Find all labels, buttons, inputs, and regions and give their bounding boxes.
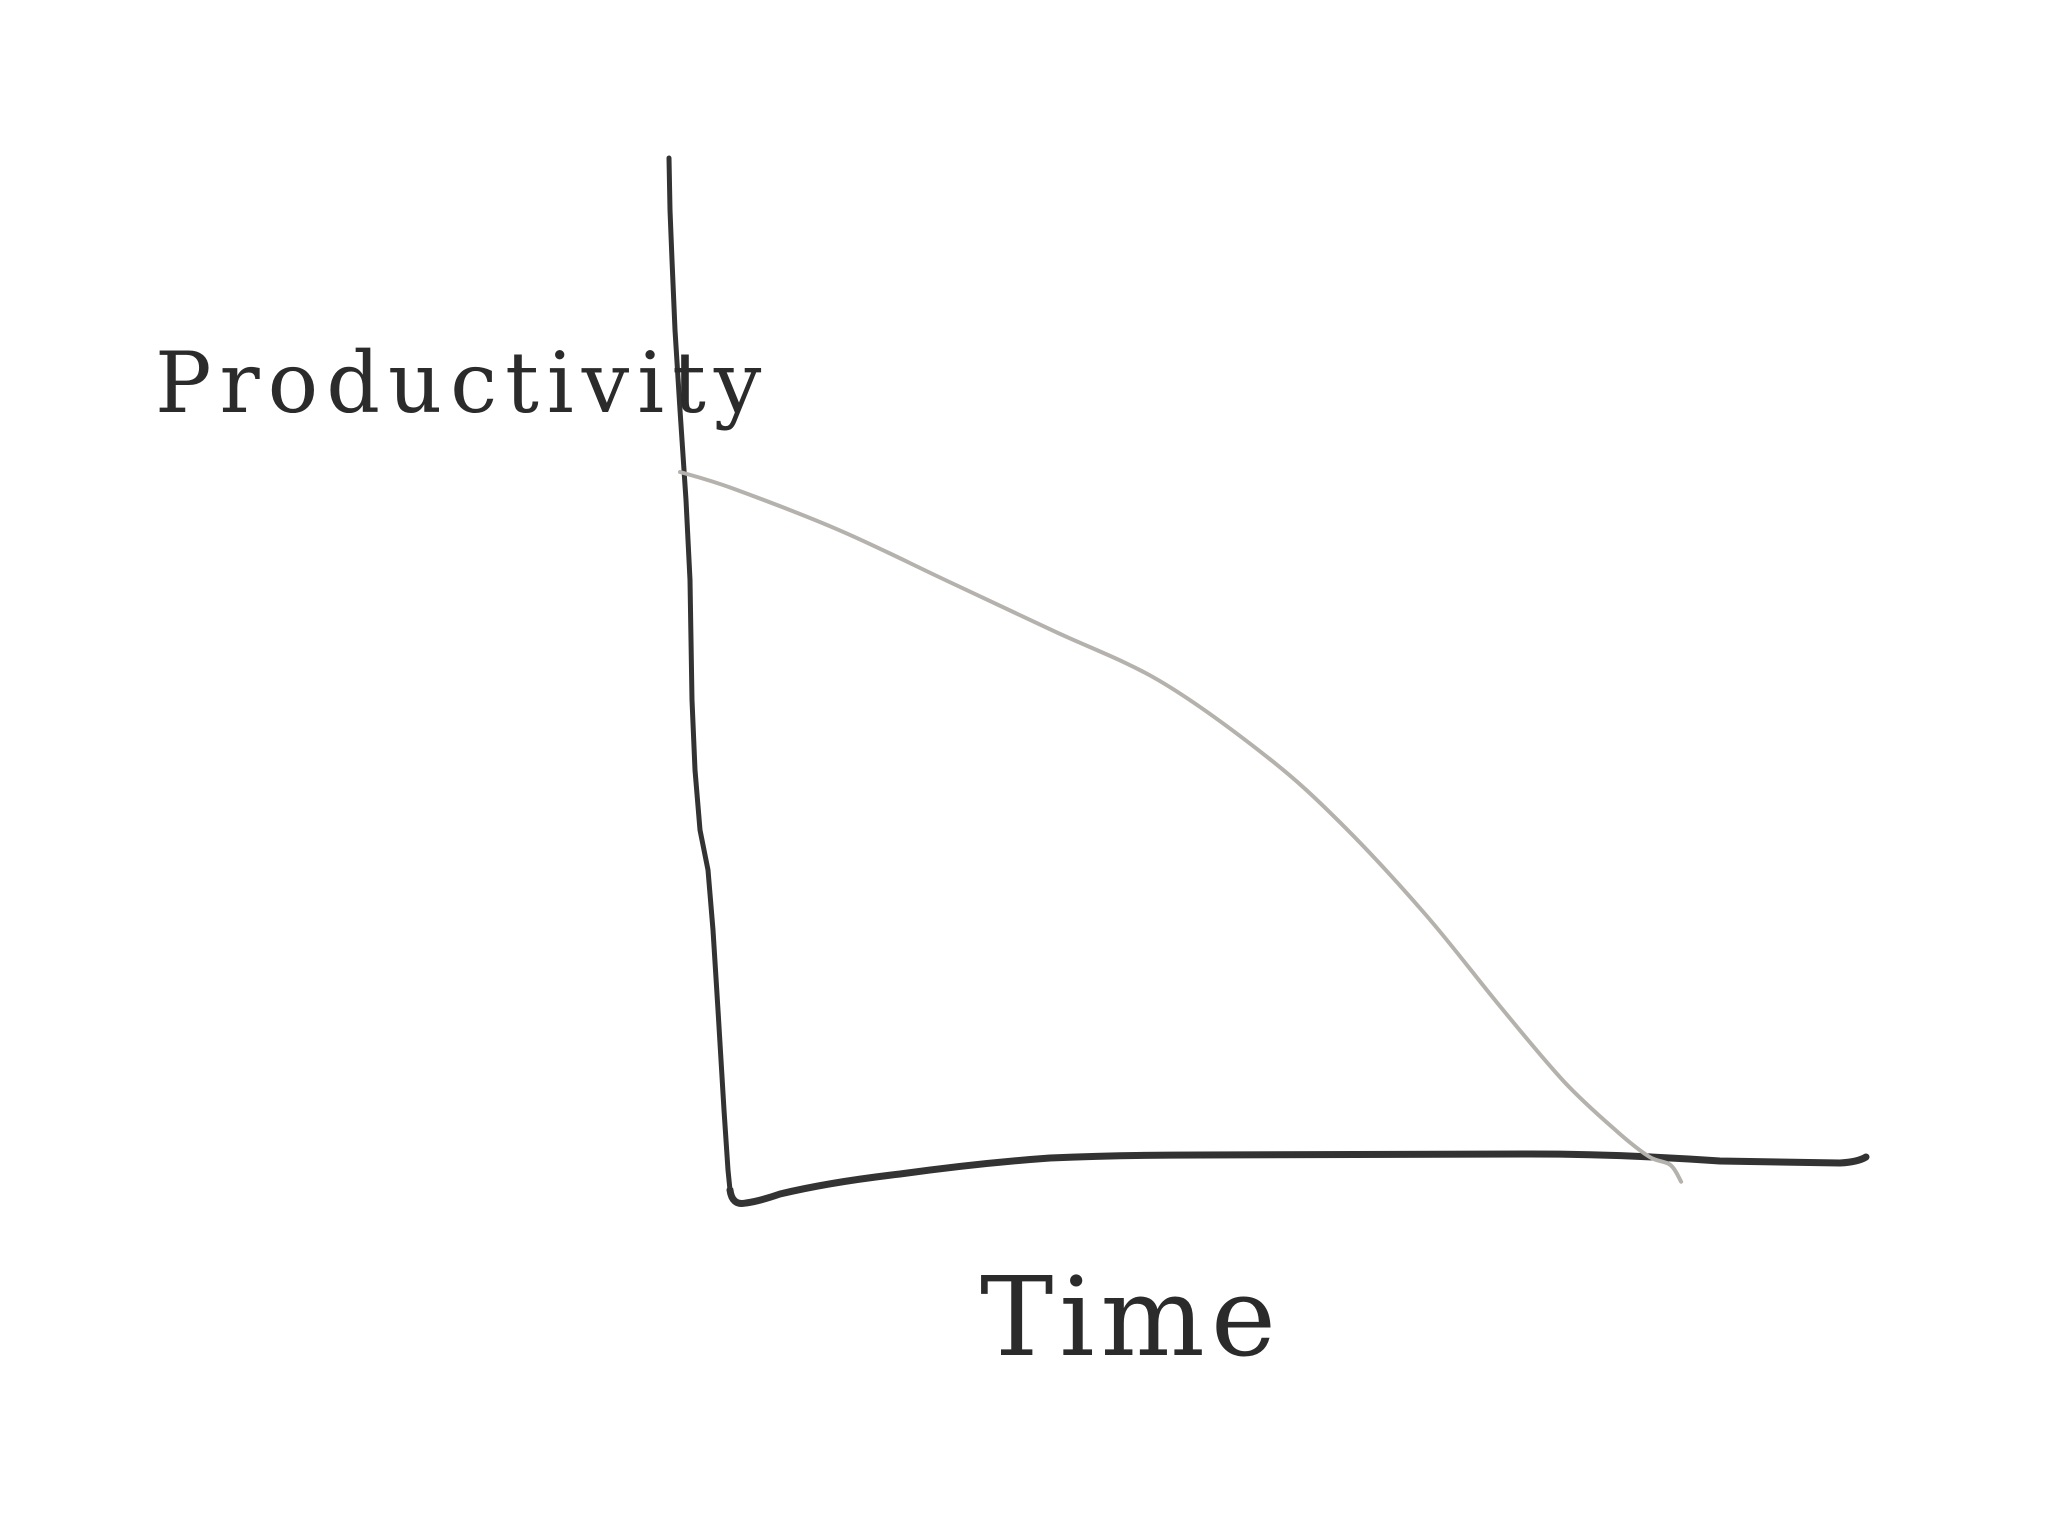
x-axis-label: Time — [980, 1253, 1282, 1381]
y-axis-label: Productivity — [155, 334, 769, 432]
series-curve — [678, 470, 1684, 1184]
x-axis — [726, 1150, 1870, 1207]
y-axis — [666, 155, 733, 1193]
